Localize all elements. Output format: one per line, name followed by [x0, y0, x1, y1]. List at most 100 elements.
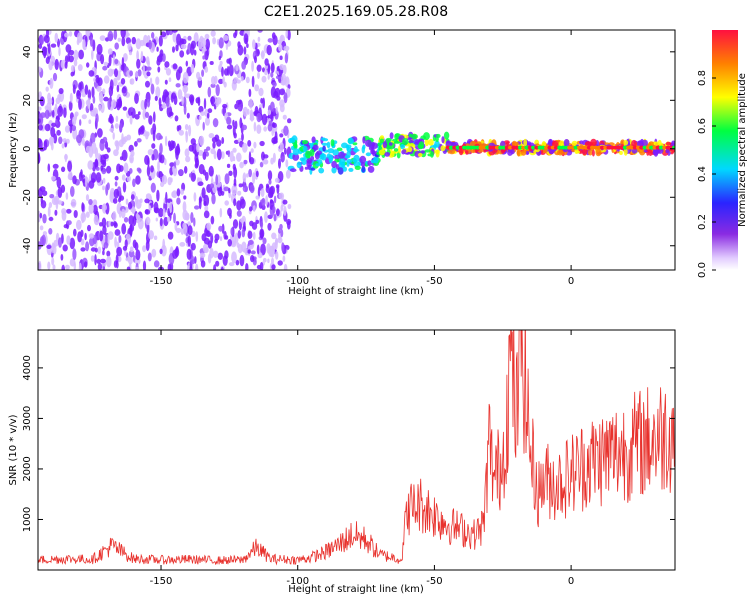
spectrogram-ridge-cell: [583, 145, 589, 150]
spectrogram-cell: [136, 138, 142, 143]
spectrogram-cell: [222, 255, 228, 266]
spectrogram-cell: [201, 233, 207, 242]
colorbar: 0.0 0.2 0.4 0.6 0.8 Normalized spectral ampl…: [697, 30, 748, 278]
spectrogram-cell: [57, 105, 64, 117]
spectrogram-cell: [243, 221, 246, 232]
spectrogram-cell: [177, 89, 183, 100]
spectrogram-cell: [95, 113, 99, 124]
spectrogram-cell: [108, 220, 112, 227]
spectrogram-cell: [50, 43, 57, 48]
spectrogram-panel: -150 -100 -50 0 -40 -20 0 20 40 Height of strai…: [8, 29, 676, 297]
spectrogram-cell: [232, 163, 236, 171]
spectrogram-cell: [287, 118, 292, 124]
spectrogram-cell: [210, 96, 216, 104]
spectrogram-cell: [102, 250, 105, 256]
spectrogram-cell: [64, 125, 71, 133]
spectrogram-cell: [283, 125, 289, 137]
spectrogram-cell: [424, 138, 430, 147]
spectrogram-cell: [277, 39, 282, 45]
spectrogram-cell: [292, 153, 300, 161]
spectrogram-cell: [58, 88, 64, 95]
spectrogram-cell: [140, 50, 144, 62]
spectrogram-cell: [72, 84, 76, 94]
spectrogram-x-tick-label: -50: [426, 276, 442, 287]
spectrogram-cell: [251, 75, 255, 88]
spectrogram-cell: [174, 115, 179, 122]
spectrogram-cell: [153, 111, 156, 123]
spectrogram-cell: [432, 144, 438, 148]
spectrogram-cell: [60, 254, 64, 261]
spectrogram-cell: [47, 43, 51, 55]
spectrogram-ridge-cell: [609, 145, 615, 150]
spectrogram-cell: [248, 168, 253, 178]
spectrogram-ridge-cell: [537, 145, 543, 150]
spectrogram-cell: [274, 87, 281, 98]
spectrogram-cell: [255, 170, 259, 178]
spectrogram-cell: [394, 133, 400, 138]
spectrogram-cell: [222, 35, 229, 41]
spectrogram-cell: [270, 86, 276, 98]
spectrogram-cell: [112, 211, 117, 222]
spectrogram-cell: [116, 84, 120, 93]
spectrogram-cell: [262, 159, 268, 165]
spectrogram-cell: [256, 64, 262, 72]
spectrogram-cell: [90, 109, 97, 117]
spectrogram-cell: [172, 46, 175, 53]
spectrogram-cell: [165, 96, 170, 108]
spectrogram-cell: [142, 245, 147, 253]
spectrogram-cell: [424, 149, 432, 153]
spectrogram-cell: [106, 182, 110, 191]
spectrogram-cell: [236, 242, 240, 248]
spectrogram-cell: [167, 263, 172, 270]
spectrogram-cell: [260, 188, 265, 198]
spectrogram-cell: [218, 225, 224, 232]
spectrogram-cell: [171, 191, 177, 198]
spectrogram-cell: [81, 202, 85, 212]
spectrogram-cell: [214, 104, 217, 110]
spectrogram-cell: [250, 250, 256, 255]
spectrogram-cell: [180, 43, 187, 50]
spectrogram-x-tick-label: -150: [150, 276, 173, 287]
spectrogram-cell: [58, 46, 61, 57]
spectrogram-cell: [264, 211, 268, 224]
spectrogram-cell: [207, 253, 212, 264]
spectrogram-cell: [219, 207, 223, 218]
spectrogram-cell: [65, 192, 69, 200]
spectrogram-cell: [44, 109, 50, 120]
snr-x-label: Height of straight line (km): [288, 584, 424, 595]
spectrogram-cell: [204, 66, 209, 73]
spectrogram-cell: [556, 149, 564, 156]
spectrogram-cell: [328, 156, 333, 164]
spectrogram-cell: [362, 136, 366, 144]
spectrogram-cell: [102, 185, 105, 191]
spectrogram-cell: [176, 197, 181, 205]
spectrogram-cell: [400, 143, 406, 150]
spectrogram-cell: [173, 95, 178, 106]
spectrogram-cell: [250, 255, 255, 263]
spectrogram-cell: [87, 160, 94, 170]
spectrogram-cell: [105, 234, 108, 246]
colorbar-tick-label: 0.4: [697, 166, 708, 182]
spectrogram-cell: [145, 66, 152, 71]
spectrogram-cell: [352, 148, 360, 152]
spectrogram-cell: [98, 91, 103, 103]
snr-x-ticks: -150 -100 -50 0: [150, 330, 574, 587]
spectrogram-cell: [241, 132, 244, 142]
spectrogram-cell: [389, 132, 394, 140]
spectrogram-cell: [301, 140, 309, 145]
spectrogram-cell: [402, 138, 409, 146]
spectrogram-cell: [204, 205, 209, 212]
spectrogram-x-tick-label: 0: [568, 276, 574, 287]
spectrogram-cell: [359, 155, 367, 164]
spectrogram-cell: [85, 241, 90, 252]
spectrogram-cell: [50, 175, 56, 181]
spectrogram-cell: [135, 38, 142, 50]
spectrogram-cell: [80, 229, 84, 238]
spectrogram-cell: [223, 186, 230, 192]
spectrogram-cell: [57, 38, 60, 48]
spectrogram-cell: [47, 92, 51, 102]
spectrogram-x-label: Height of straight line (km): [288, 286, 424, 297]
spectrogram-cell: [90, 132, 96, 144]
spectrogram-cell: [255, 195, 260, 200]
spectrogram-cell: [289, 137, 296, 143]
